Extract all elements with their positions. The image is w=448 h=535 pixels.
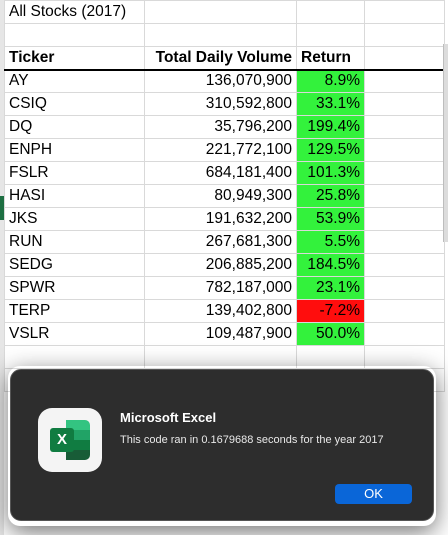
empty-cell[interactable] (364, 207, 445, 231)
return-cell[interactable]: 50.0% (296, 322, 365, 346)
header-total-daily-volume[interactable]: Total Daily Volume (144, 46, 297, 71)
ticker-cell[interactable]: ENPH (4, 138, 145, 162)
empty-cell[interactable] (364, 0, 445, 24)
header-return[interactable]: Return (296, 46, 365, 71)
row-header-strip (0, 0, 4, 535)
table-row: CSIQ 310,592,800 33.1% (4, 92, 445, 116)
ticker-cell[interactable]: JKS (4, 207, 145, 231)
return-cell[interactable]: 33.1% (296, 92, 365, 116)
excel-app-icon: X (38, 408, 102, 472)
table-row: SPWR 782,187,000 23.1% (4, 276, 445, 300)
ticker-cell[interactable]: CSIQ (4, 92, 145, 116)
table-row: RUN 267,681,300 5.5% (4, 230, 445, 254)
message-box-dialog: X Microsoft Excel This code ran in 0.167… (10, 369, 434, 521)
table-row: SEDG 206,885,200 184.5% (4, 253, 445, 277)
empty-cell[interactable] (364, 46, 445, 71)
return-cell[interactable]: 199.4% (296, 115, 365, 139)
excel-logo-tile: X (50, 420, 90, 460)
empty-cell[interactable] (364, 276, 445, 300)
table-row: DQ 35,796,200 199.4% (4, 115, 445, 139)
header-ticker[interactable]: Ticker (4, 46, 145, 71)
empty-cell[interactable] (364, 161, 445, 185)
ticker-cell[interactable]: VSLR (4, 322, 145, 346)
return-cell[interactable]: 8.9% (296, 69, 365, 93)
dialog-title: Microsoft Excel (120, 410, 217, 425)
side-panel-edge (443, 44, 448, 242)
ticker-cell[interactable]: SPWR (4, 276, 145, 300)
empty-cell[interactable] (364, 230, 445, 254)
volume-cell[interactable]: 221,772,100 (144, 138, 297, 162)
empty-cell[interactable] (4, 345, 145, 369)
table-row: TERP 139,402,800 -7.2% (4, 299, 445, 323)
volume-cell[interactable]: 136,070,900 (144, 69, 297, 93)
return-cell[interactable]: 25.8% (296, 184, 365, 208)
empty-cell[interactable] (364, 69, 445, 93)
dialog-message: This code ran in 0.1679688 seconds for t… (120, 434, 384, 446)
empty-cell[interactable] (364, 92, 445, 116)
table-row: HASI 80,949,300 25.8% (4, 184, 445, 208)
volume-cell[interactable]: 684,181,400 (144, 161, 297, 185)
ticker-cell[interactable]: FSLR (4, 161, 145, 185)
return-cell[interactable]: -7.2% (296, 299, 365, 323)
table-row: AY 136,070,900 8.9% (4, 69, 445, 93)
ticker-cell[interactable]: AY (4, 69, 145, 93)
empty-cell[interactable] (364, 184, 445, 208)
table-row: FSLR 684,181,400 101.3% (4, 161, 445, 185)
table-row: VSLR 109,487,900 50.0% (4, 322, 445, 346)
volume-cell[interactable]: 139,402,800 (144, 299, 297, 323)
return-cell[interactable]: 184.5% (296, 253, 365, 277)
empty-cell[interactable] (364, 322, 445, 346)
return-cell[interactable]: 129.5% (296, 138, 365, 162)
excel-x-badge: X (50, 428, 74, 452)
blank-row (4, 23, 445, 47)
empty-cell[interactable] (4, 23, 145, 47)
volume-cell[interactable]: 80,949,300 (144, 184, 297, 208)
empty-cell[interactable] (364, 138, 445, 162)
volume-cell[interactable]: 267,681,300 (144, 230, 297, 254)
empty-cell[interactable] (364, 23, 445, 47)
ticker-cell[interactable]: HASI (4, 184, 145, 208)
ok-button[interactable]: OK (335, 484, 412, 504)
sheet-title-cell[interactable]: All Stocks (2017) (4, 0, 145, 24)
selected-row-indicator (0, 196, 4, 220)
empty-cell[interactable] (296, 23, 365, 47)
return-cell[interactable]: 23.1% (296, 276, 365, 300)
stock-table: All Stocks (2017) Ticker Total Daily Vol… (4, 0, 445, 392)
table-row: ENPH 221,772,100 129.5% (4, 138, 445, 162)
ticker-cell[interactable]: RUN (4, 230, 145, 254)
empty-cell[interactable] (144, 0, 297, 24)
title-row: All Stocks (2017) (4, 0, 445, 24)
volume-cell[interactable]: 35,796,200 (144, 115, 297, 139)
volume-cell[interactable]: 206,885,200 (144, 253, 297, 277)
empty-cell[interactable] (144, 23, 297, 47)
ticker-cell[interactable]: TERP (4, 299, 145, 323)
volume-cell[interactable]: 310,592,800 (144, 92, 297, 116)
ticker-cell[interactable]: SEDG (4, 253, 145, 277)
volume-cell[interactable]: 782,187,000 (144, 276, 297, 300)
empty-cell[interactable] (364, 299, 445, 323)
table-row: JKS 191,632,200 53.9% (4, 207, 445, 231)
empty-cell[interactable] (364, 253, 445, 277)
empty-cell[interactable] (364, 115, 445, 139)
empty-cell[interactable] (296, 0, 365, 24)
ticker-cell[interactable]: DQ (4, 115, 145, 139)
volume-cell[interactable]: 109,487,900 (144, 322, 297, 346)
return-cell[interactable]: 5.5% (296, 230, 365, 254)
volume-cell[interactable]: 191,632,200 (144, 207, 297, 231)
header-row: Ticker Total Daily Volume Return (4, 46, 445, 71)
return-cell[interactable]: 53.9% (296, 207, 365, 231)
return-cell[interactable]: 101.3% (296, 161, 365, 185)
